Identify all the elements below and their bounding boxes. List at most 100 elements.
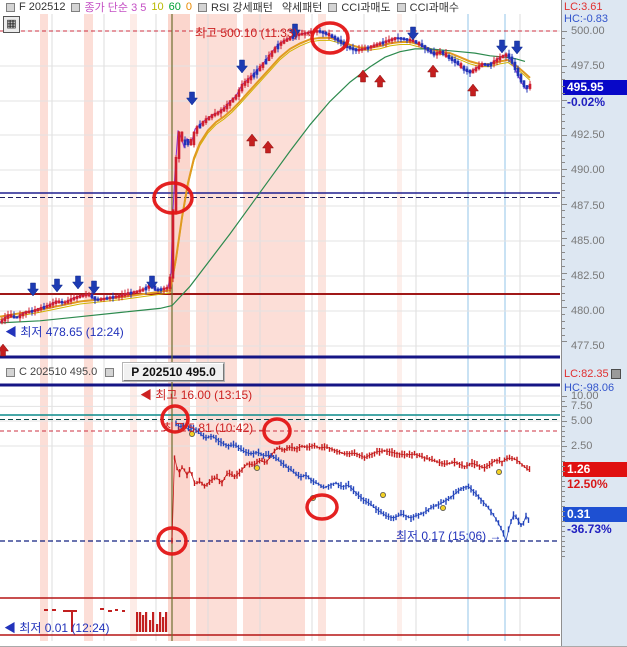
y-axis-tick [562,204,567,205]
y-axis-tick [562,411,565,412]
y-axis-tick [562,93,565,94]
put-series-label[interactable]: P 202510 495.0 [123,363,224,381]
y-axis-tick [562,396,565,397]
y-axis-tick-label: 2.50 [571,440,593,452]
y-axis-tick [562,286,565,287]
y-axis-tick [562,238,567,239]
ma-60-label[interactable]: 60 [168,1,181,13]
y-axis-tick [562,45,565,46]
put-change-pct: -36.73% [567,522,612,536]
put-price-badge: 0.31 [563,507,627,522]
y-axis-tick-label: 7.50 [571,400,593,412]
call-price-badge: 1.26 [563,462,627,477]
legend-marker-icon [105,367,115,377]
y-axis-tick [562,38,565,39]
lc-value-main: LC:3.61 [564,1,603,13]
y-axis-tick [562,341,567,342]
y-axis-tick [562,441,565,442]
y-axis-tick [562,335,565,336]
y-axis-tick [562,506,565,507]
current-price-badge: 495.95 [563,80,627,95]
y-axis-tick [562,496,565,497]
y-axis-tick [562,72,565,73]
ma-0-label[interactable]: 0 [185,1,192,13]
y-axis-tick [562,511,565,512]
bottom-low-annotation: ◀ 최저 0.01 (12:24) [4,621,110,635]
main-high-annotation: 최고 500.10 (11:33) → [195,26,313,40]
y-axis-tick [562,86,565,87]
y-axis-tick [562,148,565,149]
y-axis-tick-label: 10.00 [571,390,599,402]
legend-marker-icon [328,2,338,12]
y-axis-tick [562,273,567,274]
y-axis-tick [562,135,567,136]
cci-oversold-label[interactable]: CCI과매도 [341,2,391,14]
legend-marker-icon [6,367,15,377]
y-axis-tick [562,293,565,294]
rsi-weak-pattern-label[interactable]: 약세패턴 [281,2,323,14]
y-axis-tick-label: 492.50 [571,129,605,141]
legend-marker-icon [6,2,15,12]
y-axis-tick [562,114,565,115]
y-axis-tick [562,436,565,437]
y-axis-tick [562,107,565,108]
symbol-label[interactable]: F 202512 [19,1,66,13]
y-axis-tick [562,541,565,542]
y-axis-tick [562,421,567,422]
indicator-close-icon[interactable] [610,369,621,380]
y-axis-tick [562,536,565,537]
y-axis-tick [562,416,565,417]
y-axis-tick [562,259,565,260]
y-axis-tick [562,526,565,527]
y-axis-tick [562,431,565,432]
grid-view-icon[interactable]: ▦ [3,16,20,33]
y-axis-tick [562,466,565,467]
y-axis-tick [562,471,565,472]
y-axis-tick [562,546,565,547]
y-axis-tick [562,231,565,232]
y-axis-tick [562,321,565,322]
y-axis-tick-label: 482.50 [571,270,605,282]
y-axis-tick [562,141,565,142]
y-axis-tick [562,501,565,502]
rsi-pattern-label[interactable]: RSI 강세패턴 [211,2,273,14]
main-low-annotation: ◀ 최저 478.65 (12:24) [5,325,124,339]
y-axis-tick [562,476,565,477]
y-axis-tick [562,396,567,397]
y-axis-tick [562,176,565,177]
y-axis-tick [562,266,565,267]
y-axis-tick [562,491,565,492]
y-axis-tick [562,531,565,532]
y-axis-tick-label: 480.00 [571,305,605,317]
y-axis-tick [562,521,565,522]
y-axis-tick-label: 487.50 [571,200,605,212]
y-axis-tick [562,224,565,225]
y-axis-tick [562,406,567,407]
price-axis-panel: LC:3.61 HC:-0.83 495.95 -0.02% LC:82.35 … [561,0,627,646]
y-axis-tick [562,426,565,427]
ma-10-label[interactable]: 10 [151,1,164,13]
y-axis-tick [562,210,565,211]
y-axis-tick [562,121,565,122]
y-axis-tick [562,52,565,53]
ma-settings-label[interactable]: 종가 단순 3 5 [84,2,147,14]
lc-value-lower: LC:82.35 [564,368,621,380]
y-axis-tick [562,128,565,129]
option-legend-bar: C 202510 495.0 P 202510 495.0 [0,362,224,382]
legend-marker-icon [198,2,207,12]
y-axis-tick-label: 5.00 [571,415,593,427]
y-axis-tick [562,516,565,517]
legend-marker-icon [71,2,81,12]
y-axis-tick-label: 497.50 [571,60,605,72]
y-axis-tick [562,300,565,301]
y-axis-tick-label: 500.00 [571,25,605,37]
y-axis-tick [562,556,565,557]
call-series-label[interactable]: C 202510 495.0 [19,366,98,378]
cci-overbought-label[interactable]: CCI과매수 [409,2,459,14]
y-axis-tick [562,100,567,101]
y-axis-tick [562,245,565,246]
y-axis-tick-label: 477.50 [571,340,605,352]
y-axis-tick [562,59,565,60]
